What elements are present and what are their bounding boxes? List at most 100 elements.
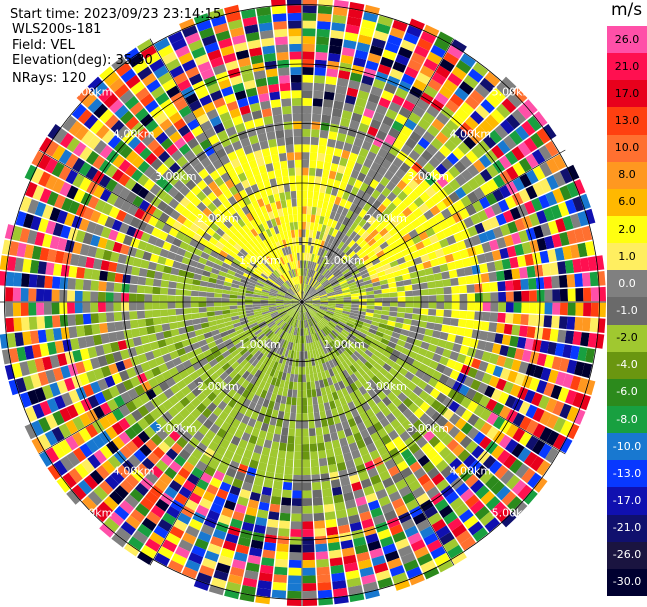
velocity-gate (144, 369, 155, 381)
velocity-gate (348, 514, 361, 525)
velocity-gate (348, 8, 363, 19)
velocity-gate (302, 590, 317, 599)
velocity-gate (314, 238, 319, 247)
velocity-gate (441, 158, 454, 171)
velocity-gate (160, 454, 174, 467)
velocity-gate (552, 188, 565, 204)
velocity-gate (251, 358, 260, 367)
velocity-gate (268, 322, 276, 329)
velocity-gate (169, 430, 181, 442)
velocity-gate (149, 106, 164, 119)
velocity-gate (302, 359, 306, 367)
velocity-gate (285, 293, 293, 298)
velocity-gate (45, 140, 60, 157)
velocity-gate (314, 349, 320, 358)
velocity-gate (374, 438, 385, 450)
velocity-gate (276, 457, 286, 467)
velocity-gate (146, 269, 156, 279)
velocity-gate (302, 444, 310, 452)
velocity-gate (533, 477, 548, 493)
velocity-gate (145, 203, 157, 215)
velocity-gate (309, 289, 316, 295)
velocity-gate (312, 489, 322, 499)
velocity-gate (76, 267, 86, 279)
velocity-gate (161, 512, 177, 526)
velocity-gate (217, 193, 228, 204)
velocity-gate (335, 509, 348, 519)
velocity-gate (426, 539, 443, 553)
velocity-gate (544, 447, 559, 464)
colorbar-tick-label: 13.0 (614, 114, 640, 127)
velocity-gate (268, 296, 277, 300)
velocity-gate (391, 497, 405, 510)
velocity-gate (322, 259, 329, 267)
velocity-gate (360, 115, 372, 126)
velocity-gate (322, 233, 328, 242)
velocity-gate (264, 317, 273, 323)
velocity-gate (458, 208, 470, 220)
velocity-gate (435, 363, 446, 374)
velocity-gate (245, 373, 254, 383)
velocity-gate (276, 543, 289, 553)
velocity-gate (71, 484, 87, 501)
velocity-gate (172, 357, 182, 367)
velocity-gate (318, 457, 328, 467)
velocity-gate (404, 155, 416, 168)
velocity-gate (292, 490, 302, 499)
velocity-gate (207, 509, 220, 522)
velocity-gate (276, 137, 286, 147)
velocity-gate (490, 480, 505, 495)
velocity-gate (348, 345, 356, 354)
velocity-gate (334, 309, 343, 313)
velocity-gate (330, 564, 345, 575)
velocity-gate (275, 299, 284, 301)
velocity-gate (166, 343, 177, 353)
velocity-gate (132, 336, 143, 347)
velocity-gate (375, 104, 388, 116)
velocity-gate (518, 431, 532, 447)
velocity-gate (307, 277, 312, 285)
velocity-gate (404, 436, 416, 449)
velocity-gate (369, 366, 379, 375)
velocity-gate (358, 218, 367, 228)
velocity-gate (182, 218, 193, 229)
velocity-gate (352, 233, 361, 243)
velocity-gate (416, 436, 428, 449)
velocity-gate (403, 32, 419, 45)
velocity-gate (432, 241, 442, 251)
velocity-gate (304, 302, 313, 306)
velocity-gate (286, 317, 292, 324)
ring-label: 4.00km (450, 464, 492, 477)
velocity-gate (283, 324, 289, 332)
velocity-gate (294, 311, 299, 320)
velocity-gate (404, 118, 417, 131)
velocity-gate (240, 456, 251, 467)
velocity-gate (268, 511, 280, 521)
velocity-gate (169, 162, 181, 174)
velocity-gate (302, 59, 315, 68)
velocity-gate (282, 113, 293, 123)
velocity-gate (430, 258, 440, 267)
velocity-gate (286, 341, 292, 350)
velocity-gate (306, 268, 309, 277)
velocity-gate (328, 300, 336, 302)
velocity-gate (435, 459, 449, 473)
velocity-gate (335, 307, 344, 311)
velocity-gate (312, 325, 318, 333)
velocity-gate (269, 333, 276, 341)
velocity-gate (323, 282, 331, 288)
velocity-gate (122, 358, 133, 370)
velocity-gate (306, 206, 312, 215)
velocity-gate (412, 308, 421, 315)
velocity-gate (202, 327, 211, 334)
velocity-gate (264, 315, 272, 321)
velocity-gate (268, 254, 275, 262)
velocity-gate (338, 344, 346, 353)
velocity-gate (346, 219, 354, 228)
velocity-gate (34, 358, 45, 373)
velocity-gate (392, 362, 402, 372)
velocity-gate (287, 262, 292, 271)
velocity-gate (137, 174, 150, 187)
velocity-gate (419, 314, 428, 322)
